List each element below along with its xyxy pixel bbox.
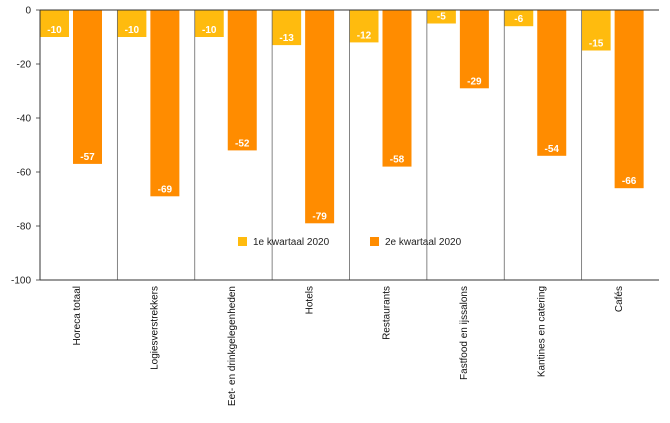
data-label: -57	[80, 152, 95, 163]
data-label: -54	[545, 144, 560, 155]
data-label: -29	[467, 76, 482, 87]
bar-q2	[537, 10, 567, 156]
bar-q1	[426, 10, 456, 24]
data-label: -52	[235, 138, 250, 149]
y-tick-label: -60	[17, 168, 32, 179]
data-label: -10	[125, 25, 140, 36]
data-label: -6	[514, 14, 523, 25]
bar-q1	[349, 10, 379, 43]
category-labels: Horeca totaal Logiesverstrekkers Eet- en d…	[72, 286, 625, 406]
category-label: Restaurants	[382, 286, 393, 340]
data-label: -58	[390, 155, 405, 166]
category-label: Hotels	[304, 286, 315, 314]
y-tick-label: 0	[25, 6, 31, 17]
data-label: -15	[589, 39, 604, 50]
legend-label: 2e kwartaal 2020	[385, 237, 462, 248]
bar-q1	[40, 10, 69, 37]
data-label: -66	[622, 176, 637, 187]
category-label: Logiesverstrekkers	[150, 286, 161, 370]
bars: -10 -10 -10 -13 -12 -5 -6 -15 -57 -69 -52 -79 -58 -29…	[40, 10, 644, 224]
axes	[39, 9, 659, 281]
bar-q2	[614, 10, 644, 189]
bar-q2	[305, 10, 335, 224]
bar-q1	[581, 10, 611, 51]
bar-q2	[150, 10, 180, 197]
bar-q1	[272, 10, 302, 46]
bar-q1	[117, 10, 147, 37]
bar-q1	[194, 10, 224, 37]
bar-q2	[73, 10, 102, 164]
data-label: -79	[312, 211, 327, 222]
y-tick-label: -100	[11, 276, 31, 287]
legend-swatch	[238, 237, 247, 246]
bar-q2	[459, 10, 489, 89]
category-label: Horeca totaal	[72, 286, 83, 345]
category-label: Kantines en catering	[536, 286, 547, 377]
bar-q2	[227, 10, 257, 151]
category-label: Cafés	[614, 286, 625, 312]
category-separators	[116, 10, 583, 280]
y-tick-label: -20	[17, 60, 32, 71]
category-label: Fastfood en ijssalons	[459, 286, 470, 380]
data-label: -10	[202, 25, 217, 36]
y-axis-ticks: 0 -20 -40 -60 -80 -100	[11, 6, 40, 287]
data-label: -10	[47, 25, 62, 36]
legend: 1e kwartaal 2020 2e kwartaal 2020	[238, 237, 462, 248]
y-tick-label: -80	[17, 222, 32, 233]
data-label: -12	[357, 30, 372, 41]
legend-swatch	[370, 237, 379, 246]
data-label: -5	[437, 12, 446, 23]
bar-q2	[382, 10, 412, 167]
legend-label: 1e kwartaal 2020	[253, 237, 330, 248]
bar-q1	[504, 10, 534, 27]
category-label: Eet- en drinkgelegenheden	[227, 286, 238, 406]
data-label: -13	[279, 33, 294, 44]
data-label: -69	[158, 184, 173, 195]
y-tick-label: -40	[17, 114, 32, 125]
